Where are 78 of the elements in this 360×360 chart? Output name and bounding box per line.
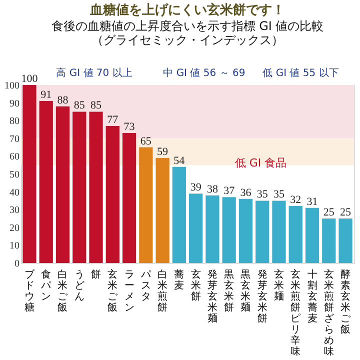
text: 高 GI 値 70 以上	[56, 67, 132, 79]
bar	[72, 112, 86, 263]
x-tick-label: 食パン	[40, 268, 52, 302]
bar	[122, 133, 136, 263]
y-tick-label: 70	[10, 134, 20, 145]
bar	[272, 200, 286, 263]
data-label: 36	[240, 186, 252, 199]
y-tick-label: 10	[10, 240, 20, 252]
bar	[89, 112, 103, 263]
x-tick-label: ブドウ糖	[24, 268, 36, 314]
data-label: 25	[323, 206, 335, 218]
bar	[106, 126, 120, 263]
bar	[156, 158, 170, 263]
x-tick-label: 玄米ご飯	[108, 268, 119, 314]
bar	[322, 218, 336, 263]
bar	[39, 101, 53, 263]
bar	[256, 200, 270, 263]
x-tick-label: 酵素玄米ご飯	[340, 268, 352, 336]
y-tick-label: 30	[10, 205, 20, 216]
x-tick-label: 玄米餅	[190, 268, 201, 302]
data-label: 35	[273, 188, 285, 201]
x-tick-label: 黒玄米餅	[224, 270, 234, 314]
bar	[222, 197, 236, 263]
bar	[206, 195, 220, 263]
y-tick-label: 90	[10, 98, 20, 110]
x-tick-label: 蕎麦	[174, 268, 184, 292]
bar	[56, 106, 70, 263]
x-tick-label: 十割玄蕎麦	[307, 268, 318, 324]
x-tick-label: 餅	[91, 268, 102, 280]
x-tick-label: 発芽玄米麺	[207, 270, 218, 324]
data-label: 39	[190, 182, 202, 194]
x-tick-label: 白米煎餅	[158, 268, 168, 314]
y-tick-label: 0	[14, 258, 20, 270]
data-label: 73	[124, 121, 136, 134]
x-tick-label: 玄米煎餅ピリ辛味	[290, 268, 301, 358]
x-tick-label: 玄米煎餅ざらめ味	[324, 268, 334, 358]
bar	[139, 147, 153, 263]
x-tick-label: 玄米麺	[274, 268, 284, 302]
y-tick-label: 50	[10, 170, 20, 180]
bar	[172, 166, 186, 263]
chart-title: 血糖値を上げにくい玄米餅です！	[89, 2, 285, 18]
bar	[238, 198, 253, 263]
data-label: 38	[206, 183, 218, 196]
x-tick-label: 白米ご飯	[58, 268, 69, 314]
data-label: 85	[90, 100, 102, 112]
text: 低 GI 値 55 以下	[262, 67, 339, 79]
data-label: 59	[157, 146, 169, 158]
chart-subtitle: 食後の血糖値の上昇度合いを示す指標 GI 値の比較	[51, 19, 324, 33]
x-tick-label: 発芽玄米餅	[257, 270, 268, 324]
x-tick-label: ラーメン	[124, 270, 134, 314]
bar	[338, 218, 352, 263]
data-label: 85	[74, 100, 86, 112]
bar	[22, 85, 36, 263]
x-tick-label: うどん	[74, 270, 84, 302]
annotation: 低 GI 食品	[234, 156, 287, 170]
data-label: 100	[21, 73, 38, 85]
text: （グライセミック・インデックス）	[92, 33, 284, 47]
text: 中 GI 値 56 ～ 69	[163, 67, 246, 79]
y-tick-label: 80	[10, 116, 20, 128]
data-label: 35	[256, 188, 268, 201]
data-label: 77	[107, 114, 119, 126]
bar	[188, 194, 203, 263]
y-tick-label: 20	[10, 222, 20, 234]
data-label: 54	[174, 154, 186, 167]
data-label: 65	[140, 135, 152, 148]
data-label: 32	[290, 194, 302, 206]
bar	[305, 208, 320, 263]
data-label: 31	[306, 196, 318, 208]
y-tick-label: 100	[4, 80, 20, 92]
y-tick-label: 60	[10, 152, 20, 163]
y-tick-label: 40	[10, 187, 20, 198]
bar	[288, 206, 302, 263]
x-tick-label: 黒玄米麺	[240, 270, 251, 314]
x-tick-label: パスタ	[140, 270, 152, 302]
data-label: 91	[40, 89, 52, 102]
data-label: 25	[340, 206, 352, 218]
data-label: 37	[224, 185, 236, 198]
data-label: 88	[57, 94, 69, 106]
